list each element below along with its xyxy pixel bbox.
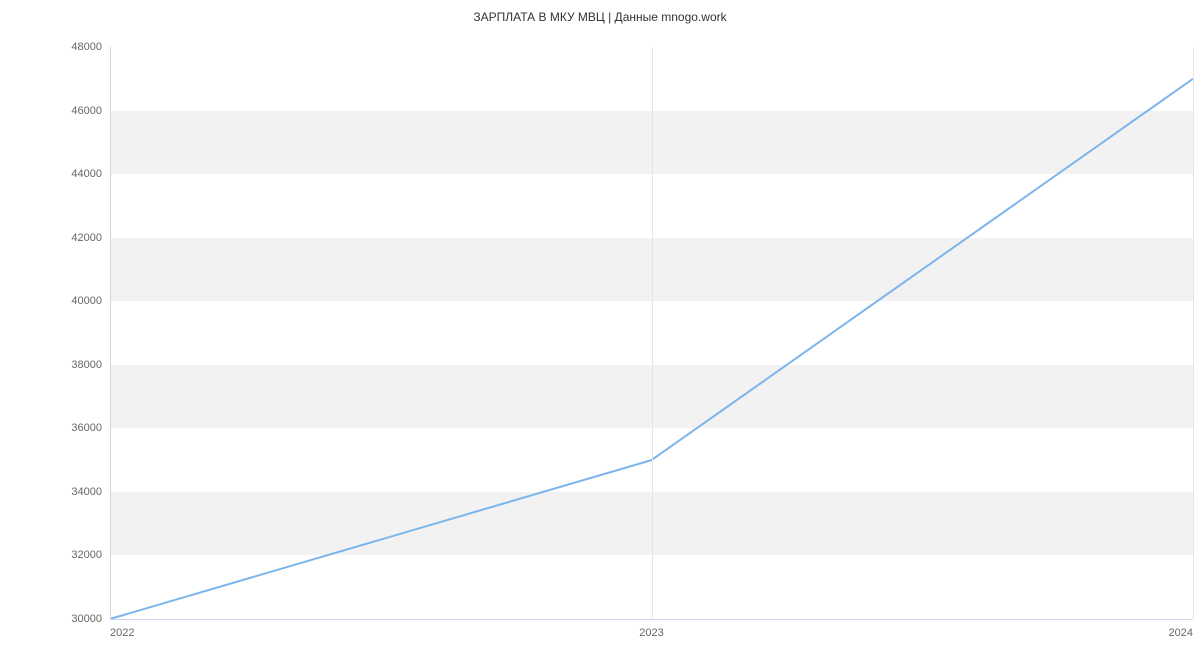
y-tick-label: 42000 <box>71 232 102 244</box>
y-tick-label: 46000 <box>71 105 102 117</box>
y-tick-label: 40000 <box>71 295 102 307</box>
x-axis-line <box>110 619 1193 620</box>
y-tick-label: 34000 <box>71 486 102 498</box>
x-gridline <box>652 47 653 619</box>
y-tick-label: 38000 <box>71 359 102 371</box>
y-axis-line <box>110 47 111 619</box>
plot-area: 3000032000340003600038000400004200044000… <box>110 47 1193 619</box>
y-tick-label: 36000 <box>71 422 102 434</box>
x-tick-label: 2023 <box>639 627 663 639</box>
x-tick-label: 2024 <box>1169 627 1193 639</box>
chart-title: ЗАРПЛАТА В МКУ МВЦ | Данные mnogo.work <box>0 10 1200 24</box>
x-tick-label: 2022 <box>110 627 134 639</box>
y-tick-label: 44000 <box>71 168 102 180</box>
y-tick-label: 32000 <box>71 549 102 561</box>
y-tick-label: 48000 <box>71 41 102 53</box>
salary-line-chart: ЗАРПЛАТА В МКУ МВЦ | Данные mnogo.work 3… <box>0 0 1200 650</box>
y-tick-label: 30000 <box>71 613 102 625</box>
x-gridline <box>1193 47 1194 619</box>
